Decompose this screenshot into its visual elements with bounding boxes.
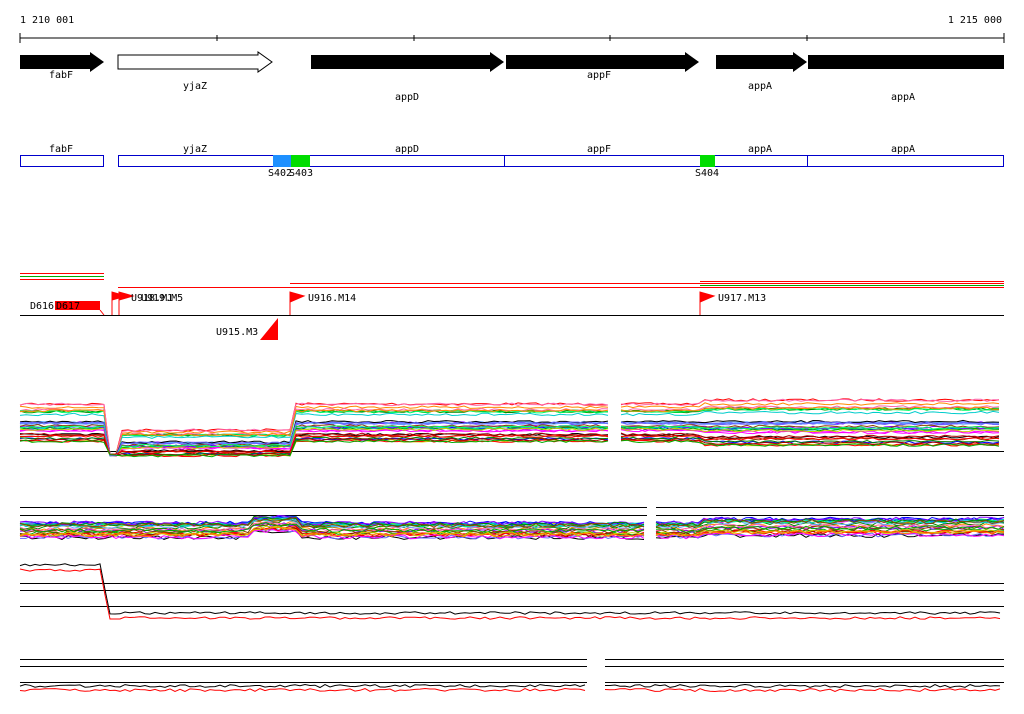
segment-label: appF <box>587 144 611 155</box>
marker-block-D617[interactable] <box>55 301 100 310</box>
gene-arrow-appA-2[interactable] <box>808 55 1004 69</box>
gene-label: appD <box>395 92 419 103</box>
coord-end-label: 1 215 000 <box>948 15 1002 26</box>
marker-flag-U919.M5[interactable] <box>118 291 135 315</box>
profile-line <box>19 432 609 456</box>
segment-track: fabF yjaZ appD appF appA appA S402 S403 … <box>20 144 1004 179</box>
gene-arrow-track: fabF yjaZ appD appF appA appA <box>20 51 1004 103</box>
profile-line <box>19 521 645 533</box>
profile-line <box>620 398 1000 407</box>
profile-line <box>620 419 1000 424</box>
profile-line <box>19 439 609 458</box>
profile-line <box>655 518 1005 527</box>
segment-box[interactable] <box>20 155 104 167</box>
segment-box[interactable] <box>118 155 1004 167</box>
segment-label: fabF <box>49 144 73 155</box>
profile-line <box>620 432 1000 439</box>
profile-track-multicolor <box>19 507 1005 540</box>
gene-label: appA <box>891 92 915 103</box>
site-box-S403[interactable] <box>291 155 310 167</box>
gene-label: appA <box>748 81 772 92</box>
profile-line <box>620 398 1000 406</box>
gene-arrow-appA[interactable] <box>716 52 807 72</box>
profile-track-two-series <box>19 659 1004 693</box>
segment-label: appA <box>748 144 772 155</box>
marker-track: D616 D617 U918.M1 U919.M5 U916.M14 U915.… <box>20 273 1004 340</box>
segment-label: yjaZ <box>183 144 207 155</box>
profile-line <box>19 687 586 692</box>
profile-line <box>604 687 1001 693</box>
profile-line <box>19 526 645 538</box>
segment-label: appA <box>891 144 915 155</box>
profile-line <box>620 410 1000 417</box>
marker-label: D616 <box>30 301 54 312</box>
profile-line <box>620 425 1000 430</box>
profile-line <box>655 529 1005 537</box>
gene-arrow-yjaZ[interactable] <box>117 51 273 73</box>
gene-label: appF <box>587 70 611 81</box>
profile-track-multicolor <box>19 398 1004 458</box>
site-box-S404[interactable] <box>700 155 715 167</box>
marker-label: U916.M14 <box>308 293 356 304</box>
profile-track-two-series <box>19 563 1004 620</box>
profile-line <box>620 427 1000 433</box>
profile-line <box>620 434 1000 441</box>
profile-line <box>19 402 609 457</box>
marker-label: D617 <box>56 301 80 312</box>
site-label: S402 <box>268 168 292 179</box>
gene-label: yjaZ <box>183 81 207 92</box>
profile-line <box>19 568 1001 620</box>
profile-line <box>19 683 586 689</box>
site-label: S404 <box>695 168 719 179</box>
profile-line <box>620 402 1000 409</box>
profile-line <box>19 516 645 528</box>
profile-line <box>620 421 1000 425</box>
marker-label: U915.M3 <box>216 327 258 338</box>
marker-flag-U915.M3[interactable] <box>260 318 278 340</box>
marker-flag-U917.M13[interactable] <box>699 291 716 315</box>
gene-arrow-appF[interactable] <box>506 52 699 72</box>
gene-arrow-fabF[interactable] <box>20 52 104 72</box>
profile-line <box>655 519 1005 528</box>
profile-line <box>605 683 1001 689</box>
profile-line <box>655 516 1005 526</box>
marker-label: U919.M5 <box>141 293 183 304</box>
profile-line <box>19 421 609 457</box>
profile-line <box>655 525 1005 533</box>
marker-label: U918.M1 <box>131 293 173 304</box>
site-label: S403 <box>289 168 313 179</box>
profile-line <box>19 521 645 532</box>
gene-label: fabF <box>49 70 73 81</box>
profile-line <box>19 563 1001 615</box>
marker-flag-U916.M14[interactable] <box>289 291 306 315</box>
gene-arrow-appD[interactable] <box>311 52 504 72</box>
coordinate-ruler: 1 210 001 1 215 000 <box>19 15 1005 43</box>
marker-label: U917.M13 <box>718 293 766 304</box>
site-box-S402[interactable] <box>273 155 291 167</box>
profile-line <box>620 439 1000 447</box>
profile-line <box>655 532 1005 540</box>
coord-start-label: 1 210 001 <box>20 15 74 26</box>
profile-line <box>655 532 1005 539</box>
profile-line <box>620 428 1000 434</box>
profile-line <box>19 437 609 457</box>
profile-line <box>620 434 1000 441</box>
profile-line <box>620 438 1000 445</box>
profile-line <box>620 424 1000 429</box>
segment-label: appD <box>395 144 419 155</box>
profile-line <box>19 434 609 456</box>
marker-stem <box>99 309 105 316</box>
profile-line <box>620 406 1000 413</box>
profile-line <box>655 523 1005 532</box>
